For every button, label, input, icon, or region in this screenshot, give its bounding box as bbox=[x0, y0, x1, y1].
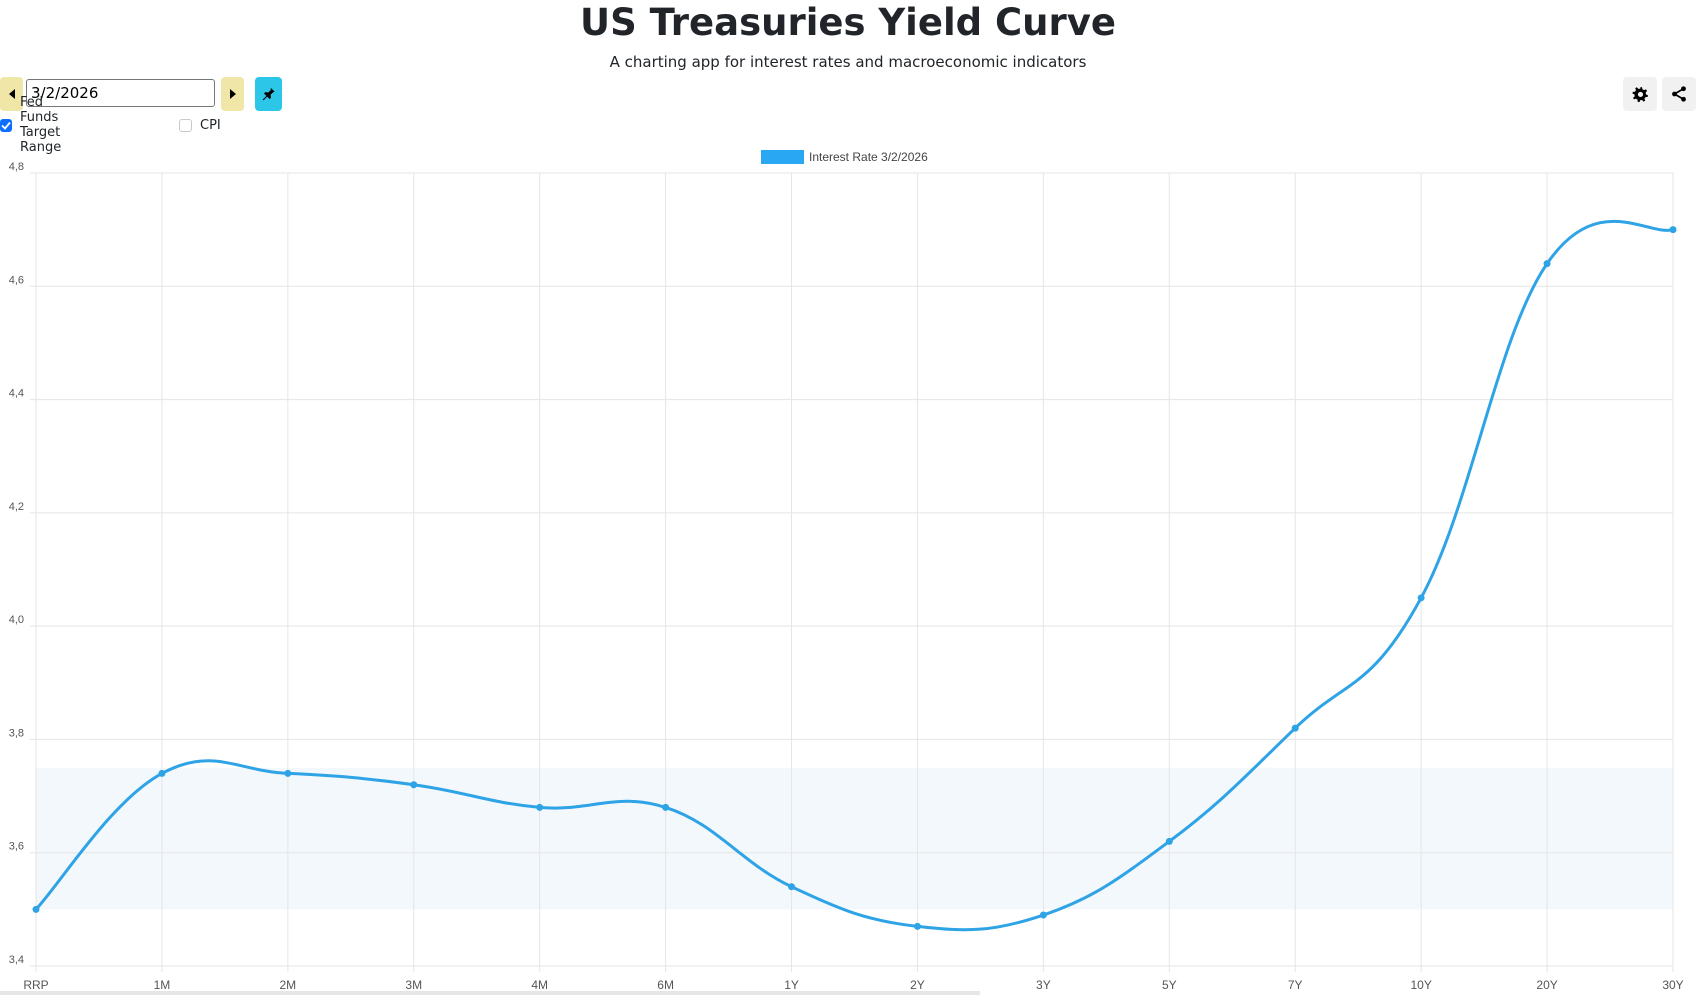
x-tick-label: 30Y bbox=[1662, 978, 1683, 990]
x-tick-label: 4M bbox=[531, 978, 548, 990]
x-tick-label: 5Y bbox=[1162, 978, 1177, 990]
x-tick-label: 10Y bbox=[1410, 978, 1431, 990]
data-point[interactable] bbox=[410, 781, 418, 789]
legend-swatch[interactable] bbox=[761, 150, 804, 164]
x-tick-label: 3Y bbox=[1036, 978, 1051, 990]
legend-label[interactable]: Interest Rate 3/2/2026 bbox=[809, 150, 928, 164]
data-point[interactable] bbox=[1417, 594, 1425, 602]
y-tick-label: 4,0 bbox=[9, 614, 24, 626]
caret-left-icon bbox=[8, 89, 15, 99]
y-tick-label: 4,4 bbox=[9, 388, 24, 400]
fed-funds-label: Fed Funds Target Range bbox=[20, 95, 62, 155]
data-point[interactable] bbox=[32, 905, 40, 913]
fed-funds-band bbox=[36, 767, 1673, 910]
x-tick-label: 2Y bbox=[910, 978, 925, 990]
cpi-label: CPI bbox=[200, 117, 221, 133]
y-tick-label: 3,4 bbox=[9, 954, 24, 966]
data-point[interactable] bbox=[913, 922, 921, 930]
x-tick-label: 2M bbox=[280, 978, 297, 990]
x-tick-label: 7Y bbox=[1288, 978, 1303, 990]
y-tick-label: 4,6 bbox=[9, 274, 24, 286]
x-tick-label: RRP bbox=[23, 978, 48, 990]
x-tick-label: 6M bbox=[657, 978, 674, 990]
share-icon bbox=[1672, 86, 1686, 102]
gear-icon bbox=[1631, 86, 1648, 102]
y-tick-label: 3,6 bbox=[9, 841, 24, 853]
data-point[interactable] bbox=[1165, 837, 1173, 845]
checkbox-checked-icon[interactable] bbox=[0, 118, 12, 132]
points-layer bbox=[32, 226, 1677, 930]
pin-button[interactable] bbox=[255, 77, 282, 111]
y-tick-label: 4,2 bbox=[9, 501, 24, 513]
horizontal-scrollbar[interactable] bbox=[0, 991, 980, 995]
x-tick-label: 3M bbox=[405, 978, 422, 990]
data-point[interactable] bbox=[158, 769, 166, 777]
grid-layer bbox=[30, 172, 1674, 972]
settings-button[interactable] bbox=[1623, 77, 1657, 111]
data-point[interactable] bbox=[1039, 911, 1047, 919]
cpi-checkbox[interactable]: CPI bbox=[179, 115, 221, 135]
toolbar bbox=[0, 77, 1696, 111]
data-point[interactable] bbox=[1669, 226, 1677, 234]
yield-curve-chart: 3,4 3,6 3,8 4,0 4,2 4,4 4,6 4,8 RRP 1M 2M 3M 4M 6M 1Y 2… bbox=[9, 150, 1684, 990]
data-point[interactable] bbox=[284, 769, 292, 777]
fed-funds-checkbox[interactable]: Fed Funds Target Range bbox=[0, 95, 62, 155]
fed-funds-band-layer bbox=[36, 767, 1673, 910]
x-tick-label: 1Y bbox=[784, 978, 799, 990]
page-title: US Treasuries Yield Curve bbox=[580, 1, 1116, 44]
data-point[interactable] bbox=[788, 883, 796, 891]
x-tick-label: 20Y bbox=[1536, 978, 1557, 990]
axes-layer: 3,4 3,6 3,8 4,0 4,2 4,4 4,6 4,8 RRP 1M 2M 3M 4M 6M 1Y 2… bbox=[9, 161, 1684, 990]
y-tick-label: 4,8 bbox=[9, 161, 24, 173]
data-point[interactable] bbox=[536, 803, 544, 811]
chart-legend[interactable]: Interest Rate 3/2/2026 bbox=[761, 150, 928, 164]
next-date-button[interactable] bbox=[221, 77, 244, 111]
data-point[interactable] bbox=[662, 803, 670, 811]
page-subtitle: A charting app for interest rates and ma… bbox=[609, 53, 1087, 71]
data-point[interactable] bbox=[1291, 724, 1299, 732]
date-input[interactable] bbox=[26, 79, 215, 107]
previous-date-button[interactable] bbox=[0, 77, 23, 111]
y-tick-label: 3,8 bbox=[9, 727, 24, 739]
data-point[interactable] bbox=[1543, 260, 1551, 268]
caret-right-icon bbox=[229, 89, 236, 99]
share-button[interactable] bbox=[1662, 77, 1696, 111]
pin-icon bbox=[262, 87, 275, 101]
checkbox-unchecked-icon[interactable] bbox=[179, 118, 192, 132]
x-tick-label: 1M bbox=[154, 978, 171, 990]
